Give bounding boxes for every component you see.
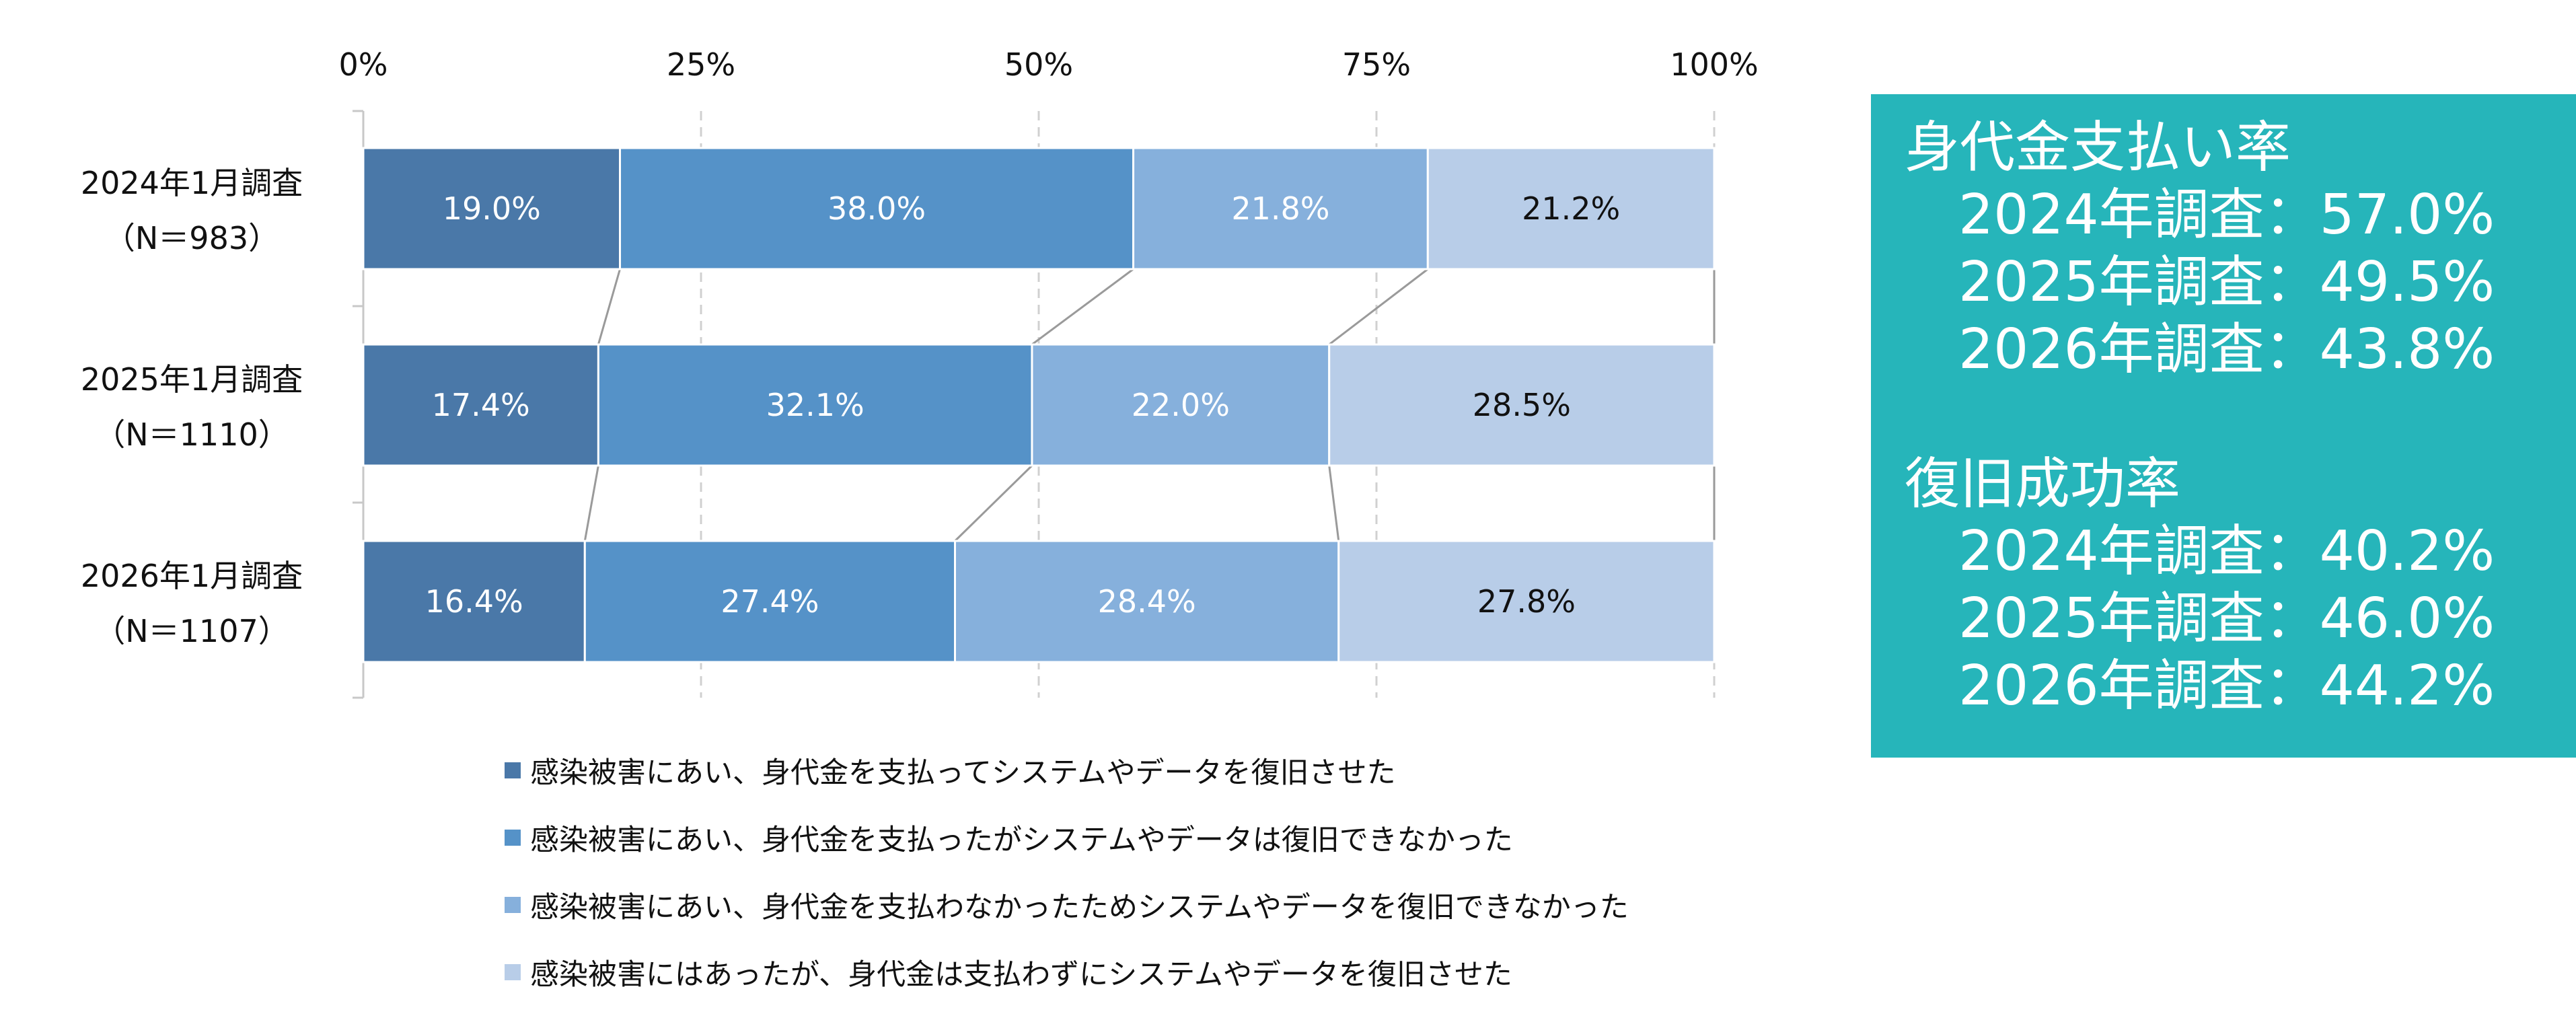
payment-rate-2026: 2026年調査：43.8% bbox=[1958, 318, 2495, 381]
data-label: 21.8% bbox=[1231, 190, 1329, 227]
category-label-line: （N＝1107） bbox=[94, 613, 289, 649]
data-label: 22.0% bbox=[1132, 387, 1230, 423]
data-label: 19.0% bbox=[443, 190, 541, 227]
recovery-rate-2026: 2026年調査：44.2% bbox=[1958, 654, 2495, 718]
bar-segment bbox=[1337, 540, 1716, 663]
legend-item: 感染被害にはあったが、身代金は支払わずにシステムやデータを復旧させた bbox=[505, 939, 1629, 1006]
bar-segment bbox=[362, 540, 586, 663]
data-label: 17.4% bbox=[432, 387, 530, 423]
series-connector-line bbox=[583, 465, 599, 542]
data-label: 21.2% bbox=[1522, 190, 1620, 227]
legend-item: 感染被害にあい、身代金を支払ってシステムやデータを復旧させた bbox=[505, 737, 1629, 804]
x-tick-label: 0% bbox=[339, 46, 388, 83]
payment-rate-title: 身代金支払い率 bbox=[1905, 116, 2291, 180]
summary-panel: 身代金支払い率 2024年調査：57.0% 2025年調査：49.5% 2026… bbox=[1871, 94, 2576, 758]
recovery-rate-group: 復旧成功率 2024年調査：40.2% 2025年調査：46.0% 2026年調… bbox=[1905, 451, 2576, 720]
legend-item: 感染被害にあい、身代金を支払わなかったためシステムやデータを復旧できなかった bbox=[505, 871, 1629, 939]
stacked-bar-chart: 0% 25% 50% 75% 100% 19.0% 38.0% 21.8% 21.2% 2024年… bbox=[81, 46, 1759, 699]
bar-segment bbox=[362, 147, 622, 270]
bar-segment bbox=[362, 343, 599, 467]
series-connector-line bbox=[954, 464, 1033, 542]
series-connector-line bbox=[1031, 268, 1134, 346]
bar-segment bbox=[583, 540, 957, 663]
legend-swatch bbox=[505, 897, 521, 913]
payment-rate-group: 身代金支払い率 2024年調査：57.0% 2025年調査：49.5% 2026… bbox=[1905, 114, 2576, 384]
bar-segment bbox=[1328, 343, 1716, 467]
category-label: 2025年1月調査 （N＝1110） bbox=[81, 361, 303, 453]
legend-label: 感染被害にはあったが、身代金は支払わずにシステムやデータを復旧させた bbox=[530, 958, 1512, 992]
chart-legend: 感染被害にあい、身代金を支払ってシステムやデータを復旧させた 感染被害にあい、身… bbox=[505, 737, 1629, 1006]
category-label-line: 2025年1月調査 bbox=[81, 361, 303, 398]
series-connector-line bbox=[1328, 465, 1340, 542]
category-label: 2024年1月調査 （N＝983） bbox=[81, 165, 303, 256]
legend-label: 感染被害にあい、身代金を支払ったがシステムやデータは復旧できなかった bbox=[530, 824, 1513, 857]
x-tick-label: 25% bbox=[667, 46, 735, 83]
data-label: 16.4% bbox=[425, 583, 523, 620]
bar-segment bbox=[597, 343, 1033, 467]
payment-rate-2025: 2025年調査：49.5% bbox=[1958, 250, 2495, 314]
category-label-line: 2026年1月調査 bbox=[81, 558, 303, 594]
payment-rate-2024: 2024年調査：57.0% bbox=[1958, 183, 2495, 247]
data-label: 27.4% bbox=[721, 583, 819, 620]
x-tick-label: 100% bbox=[1670, 46, 1759, 83]
bar-segment bbox=[619, 147, 1135, 270]
bar-segment bbox=[1426, 147, 1716, 270]
x-tick-label: 75% bbox=[1342, 46, 1411, 83]
series-connector-line bbox=[1328, 268, 1429, 346]
data-label: 38.0% bbox=[827, 190, 926, 227]
bar-segment bbox=[1132, 147, 1429, 270]
legend-swatch bbox=[505, 964, 521, 980]
recovery-rate-2025: 2025年調査：46.0% bbox=[1958, 587, 2495, 651]
data-label: 28.5% bbox=[1473, 387, 1571, 423]
legend-swatch bbox=[505, 830, 521, 846]
data-label: 28.4% bbox=[1098, 583, 1196, 620]
series-connector-line bbox=[597, 268, 621, 345]
legend-swatch bbox=[505, 762, 521, 778]
recovery-rate-title: 復旧成功率 bbox=[1905, 452, 2181, 516]
x-tick-label: 50% bbox=[1004, 46, 1073, 83]
bar-segment bbox=[954, 540, 1340, 663]
legend-item: 感染被害にあい、身代金を支払ったがシステムやデータは復旧できなかった bbox=[505, 804, 1629, 871]
category-label-line: （N＝1110） bbox=[94, 416, 289, 453]
category-label-line: （N＝983） bbox=[104, 220, 279, 256]
bar-segment bbox=[1031, 343, 1331, 467]
legend-label: 感染被害にあい、身代金を支払わなかったためシステムやデータを復旧できなかった bbox=[530, 891, 1629, 924]
data-label: 27.8% bbox=[1477, 583, 1576, 620]
category-label-line: 2024年1月調査 bbox=[81, 165, 303, 201]
legend-label: 感染被害にあい、身代金を支払ってシステムやデータを復旧させた bbox=[530, 756, 1396, 790]
data-label: 32.1% bbox=[766, 387, 864, 423]
recovery-rate-2024: 2024年調査：40.2% bbox=[1958, 519, 2495, 583]
category-label: 2026年1月調査 （N＝1107） bbox=[81, 558, 303, 649]
